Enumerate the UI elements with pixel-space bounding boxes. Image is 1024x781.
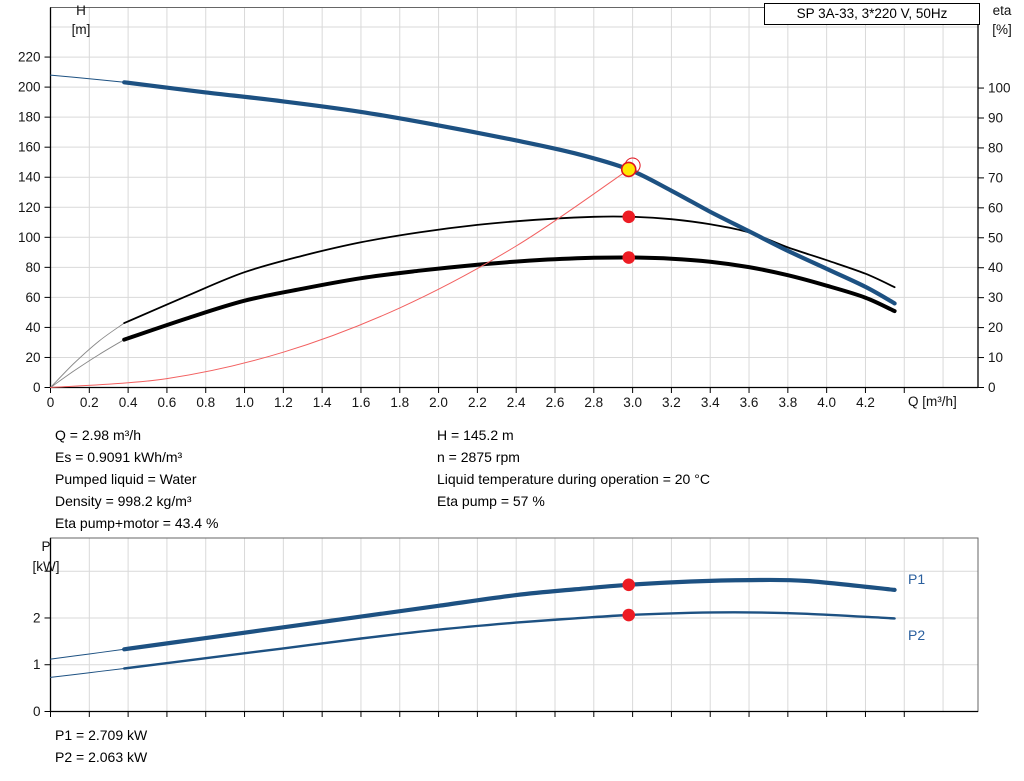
y-left-tick-label: 120 <box>18 200 41 215</box>
q-axis-label: Q [m³/h] <box>908 394 957 409</box>
y-left-tick-label: 2 <box>33 610 41 625</box>
p2-leadin <box>50 668 125 678</box>
p1-leadin <box>50 648 125 660</box>
p1-point[interactable] <box>622 578 636 592</box>
y-left-tick-label: 80 <box>25 260 40 275</box>
x-tick-label: 2.8 <box>584 395 603 410</box>
qh-eta-chart: 0 0.2 0.4 0.6 0.8 1.0 1.2 1.4 1.6 1.8 2.0 2.2 2.4 2.6… <box>18 7 1011 410</box>
eta-axis-label: eta <box>992 3 1012 18</box>
annotation-energy: Es = 0.9091 kWh/m³ <box>55 449 183 465</box>
x-tick-label: 3.0 <box>623 395 642 410</box>
eta-axis-unit: [%] <box>992 22 1012 37</box>
annotation-eta-pump: Eta pump = 57 % <box>437 493 545 509</box>
x-tick-label: 3.2 <box>662 395 681 410</box>
annotation-liquid: Pumped liquid = Water <box>55 471 197 487</box>
pump-title-box: SP 3A-33, 3*220 V, 50Hz <box>764 3 980 25</box>
x-tick-label: 4.2 <box>856 395 875 410</box>
p2-point[interactable] <box>622 608 636 622</box>
power-chart: 0 1 2 <box>33 537 979 719</box>
p1-curve <box>122 577 897 652</box>
head-curve-leadin <box>50 74 125 83</box>
y-right-tick-label: 80 <box>988 140 1003 155</box>
y-left-tick-label: 20 <box>25 350 40 365</box>
y-left-tick-label: 0 <box>33 380 41 395</box>
x-tick-label: 0.8 <box>196 395 215 410</box>
y-left-tick-label: 200 <box>18 80 41 95</box>
x-tick-label: 2.4 <box>507 395 526 410</box>
p2-curve <box>123 611 896 670</box>
eta-pump-motor-curve <box>122 255 897 342</box>
annotation-eta-total: Eta pump+motor = 43.4 % <box>55 515 219 531</box>
x-tick-label: 2.6 <box>546 395 565 410</box>
h-axis-unit: [m] <box>71 22 91 37</box>
eta-pump-motor-point[interactable] <box>622 251 636 264</box>
x-tick-label: 4.0 <box>817 395 836 410</box>
y-right-tick-label: 10 <box>988 350 1003 365</box>
x-tick-label: 2.2 <box>468 395 487 410</box>
y-left-tick-label: 160 <box>18 140 41 155</box>
head-curve <box>122 80 897 306</box>
annotation-density: Density = 998.2 kg/m³ <box>55 493 192 509</box>
y-right-tick-label: 60 <box>988 200 1003 215</box>
y-right-tick-label: 30 <box>988 290 1003 305</box>
y-left-tick-label: 60 <box>25 290 40 305</box>
eta-pump-motor-leadin <box>50 339 125 388</box>
annotation-speed: n = 2875 rpm <box>437 449 520 465</box>
annotation-flow: Q = 2.98 m³/h <box>55 427 141 443</box>
result-p2: P2 = 2.063 kW <box>55 749 148 765</box>
p-axis-unit: [kW] <box>32 559 60 574</box>
y-right-tick-label: 90 <box>988 110 1003 125</box>
p1-curve-label: P1 <box>908 571 926 587</box>
eta-pump-curve <box>123 215 896 324</box>
x-tick-label: 3.4 <box>701 395 720 410</box>
x-tick-label: 0 <box>47 395 55 410</box>
system-curve <box>50 168 630 388</box>
x-tick-label: 1.2 <box>274 395 293 410</box>
x-tick-label: 0.6 <box>158 395 177 410</box>
y-right-tick-label: 70 <box>988 170 1003 185</box>
y-left-tick-label: 220 <box>18 50 41 65</box>
y-left-tick-label: 0 <box>33 704 41 719</box>
plot-border <box>50 7 979 388</box>
annotation-temperature: Liquid temperature during operation = 20… <box>437 471 710 487</box>
annotation-head: H = 145.2 m <box>437 427 514 443</box>
duty-point[interactable] <box>620 161 637 178</box>
plot-border <box>50 537 979 712</box>
x-tick-label: 1.4 <box>313 395 332 410</box>
x-tick-label: 1.8 <box>390 395 409 410</box>
x-tick-label: 0.2 <box>80 395 99 410</box>
x-tick-label: 1.0 <box>235 395 254 410</box>
y-right-tick-label: 50 <box>988 230 1003 245</box>
y-right-tick-label: 40 <box>988 260 1003 275</box>
eta-pump-point[interactable] <box>622 210 636 224</box>
eta-pump-leadin <box>50 322 125 388</box>
y-left-tick-label: 1 <box>33 657 41 672</box>
x-tick-label: 3.6 <box>740 395 759 410</box>
x-tick-label: 0.4 <box>119 395 138 410</box>
p-axis-label: P <box>41 539 51 554</box>
h-axis-label: H <box>76 3 86 18</box>
result-p1: P1 = 2.709 kW <box>55 727 148 743</box>
x-tick-label: 3.8 <box>778 395 797 410</box>
y-left-tick-label: 180 <box>18 110 41 125</box>
y-right-tick-label: 0 <box>988 380 996 395</box>
y-left-tick-label: 140 <box>18 170 41 185</box>
y-right-tick-label: 20 <box>988 320 1003 335</box>
y-right-tick-label: 100 <box>988 81 1011 96</box>
x-tick-label: 2.0 <box>429 395 448 410</box>
y-left-tick-label: 100 <box>18 230 41 245</box>
x-tick-label: 1.6 <box>352 395 371 410</box>
p2-curve-label: P2 <box>908 627 926 643</box>
y-left-tick-label: 40 <box>25 320 40 335</box>
